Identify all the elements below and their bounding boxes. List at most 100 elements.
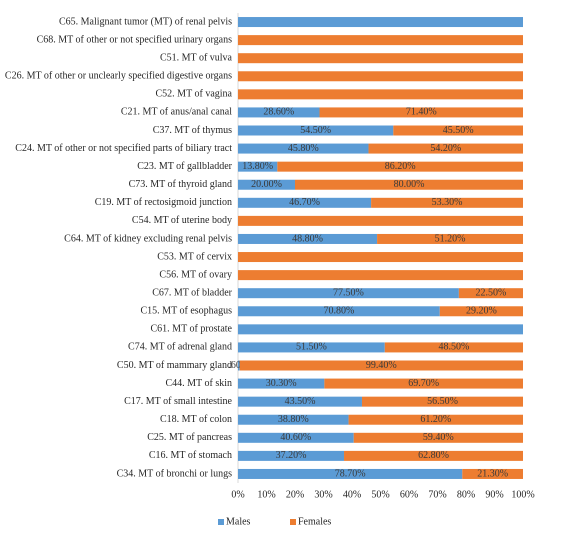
x-tick-label: 90% (485, 489, 503, 500)
bar-segment (238, 288, 459, 299)
y-tick-label: C18. MT of colon (160, 414, 232, 425)
bar-segment (238, 360, 240, 371)
bar-segment (393, 125, 523, 136)
y-tick-label: C34. MT of bronchi or lungs (117, 468, 232, 479)
bar-segment (353, 432, 523, 443)
value-label: 45.80% (288, 143, 319, 154)
value-label: 59.40% (423, 432, 454, 443)
bar-segment (238, 414, 349, 425)
bar-segment (348, 414, 523, 425)
value-label: 56.50% (427, 396, 458, 407)
bar-segment (238, 468, 463, 479)
bar-segment (238, 342, 385, 353)
x-tick-label: 30% (314, 489, 332, 500)
value-label: 80.00% (394, 179, 425, 190)
bar-segment (238, 89, 523, 100)
bar-segment (377, 233, 523, 244)
value-label: 45.50% (443, 125, 474, 136)
bar-segment (238, 53, 523, 64)
x-tick-label: 80% (457, 489, 475, 500)
y-tick-label: C15. MT of esophagus (141, 306, 233, 317)
y-tick-label: C23. MT of gallbladder (137, 161, 232, 172)
value-label: 48.80% (292, 233, 323, 244)
bar-segment (238, 107, 320, 118)
value-label: 70.80% (323, 306, 354, 317)
y-tick-label: C19. MT of rectosigmoid junction (95, 197, 232, 208)
bar-segment (238, 125, 394, 136)
bar-segment (238, 252, 523, 263)
legend-swatch (290, 519, 296, 525)
y-tick-label: C17. MT of small intestine (124, 396, 232, 407)
y-tick-label: C54. MT of uterine body (132, 215, 232, 226)
y-tick-label: C53. MT of cervix (157, 251, 232, 262)
bar-segment (344, 450, 523, 461)
bar-segment (238, 35, 523, 46)
bar-segment (238, 179, 295, 190)
y-tick-label: C51. MT of vulva (160, 52, 233, 63)
y-tick-label: C50. MT of mammary gland (117, 360, 232, 371)
x-tick-label: 40% (343, 489, 361, 500)
bar-segment (319, 107, 523, 118)
value-label: .60% (228, 360, 249, 371)
legend-label: Females (298, 516, 331, 527)
bar-segment (324, 378, 523, 389)
bar-segment (239, 360, 523, 371)
bar-segment (458, 288, 523, 299)
value-label: 38.80% (278, 414, 309, 425)
x-tick-label: 0% (231, 489, 244, 500)
bar-segment (238, 378, 325, 389)
x-tick-label: 70% (428, 489, 446, 500)
x-tick-label: 60% (400, 489, 418, 500)
bar-segment (238, 197, 372, 208)
bar-segment (238, 450, 345, 461)
y-tick-label: C56. MT of ovary (159, 269, 232, 280)
y-tick-label: C73. MT of thyroid gland (129, 179, 232, 190)
y-tick-label: C61. MT of prostate (151, 324, 233, 335)
value-label: 78.70% (335, 468, 366, 479)
value-label: 61.20% (420, 414, 451, 425)
y-tick-label: C25. MT of pancreas (147, 432, 232, 443)
x-tick-label: 50% (371, 489, 389, 500)
bar-segment (238, 17, 523, 28)
value-label: 29.20% (466, 306, 497, 317)
bar-segment (439, 306, 523, 317)
bar-segment (238, 161, 278, 172)
bar-segment (238, 143, 369, 154)
value-label: 51.20% (435, 233, 466, 244)
value-label: 54.50% (300, 125, 331, 136)
value-label: 62.80% (418, 450, 449, 461)
bar-segment (368, 143, 523, 154)
x-tick-label: 100% (511, 489, 534, 500)
y-tick-label: C44. MT of skin (166, 378, 233, 389)
value-label: 54.20% (430, 143, 461, 154)
y-tick-label: C65. Malignant tumor (MT) of renal pelvi… (59, 16, 232, 27)
y-tick-label: C74. MT of adrenal gland (128, 342, 232, 353)
bar-segment (238, 270, 523, 281)
value-label: 37.20% (276, 450, 307, 461)
value-label: 30.30% (266, 378, 297, 389)
value-label: 22.50% (476, 287, 507, 298)
bar-segment (384, 342, 523, 353)
y-tick-label: C52. MT of vagina (156, 89, 233, 100)
x-tick-label: 20% (286, 489, 304, 500)
bar-segment (238, 432, 354, 443)
y-tick-label: C68. MT of other or not specified urinar… (37, 34, 233, 45)
legend-swatch (218, 519, 224, 525)
value-label: 48.50% (438, 342, 469, 353)
y-tick-label: C67. MT of bladder (152, 287, 232, 298)
bar-segment (238, 215, 523, 226)
bar-segment (462, 468, 523, 479)
value-label: 20.00% (251, 179, 282, 190)
value-label: 40.60% (280, 432, 311, 443)
bar-segment (361, 396, 523, 407)
value-label: 51.50% (296, 342, 327, 353)
bar-segment (295, 179, 523, 190)
value-label: 43.50% (285, 396, 316, 407)
value-label: 28.60% (263, 107, 294, 118)
y-tick-label: C26. MT of other or unclearly specified … (5, 71, 232, 82)
y-tick-label: C16. MT of stomach (149, 450, 232, 461)
y-tick-label: C64. MT of kidney excluding renal pelvis (64, 233, 232, 244)
bar-segment (238, 233, 378, 244)
legend-label: Males (226, 516, 251, 527)
